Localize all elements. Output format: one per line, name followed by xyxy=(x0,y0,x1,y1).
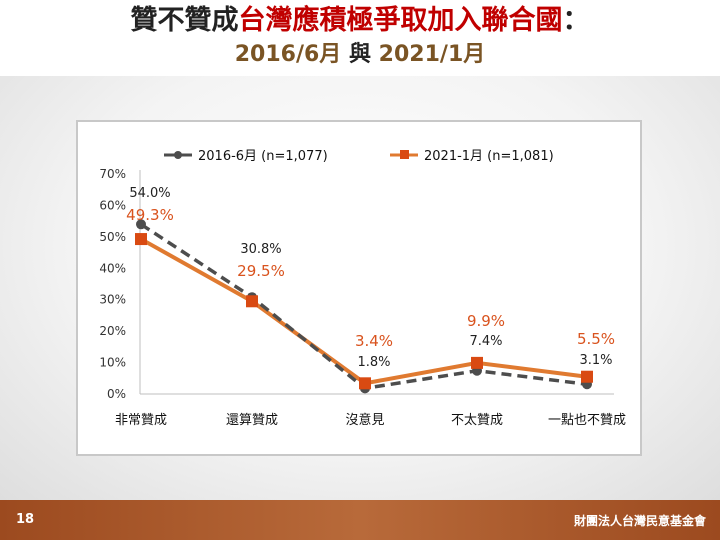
data-label-2021: 5.5% xyxy=(577,330,615,348)
data-label-2021: 3.4% xyxy=(355,332,393,350)
line-chart: 0% 10% 20% 30% 40% 50% 60% 70% 非常贊成 還算贊成 沒意見 不太贊成 一點… xyxy=(99,149,626,428)
y-tick-label: 40% xyxy=(99,261,126,275)
data-point-2021 xyxy=(135,233,147,246)
y-tick-label: 0% xyxy=(107,387,126,401)
y-tick-label: 30% xyxy=(99,293,126,307)
x-category-label: 一點也不贊成 xyxy=(548,413,626,428)
data-point-2021 xyxy=(471,356,483,369)
x-category-label: 非常贊成 xyxy=(115,413,167,428)
organization-name: 財團法人台灣民意基金會 xyxy=(573,514,706,528)
legend-marker-2016 xyxy=(174,151,182,159)
data-point-2021 xyxy=(359,377,371,390)
x-category-label: 沒意見 xyxy=(345,412,384,428)
legend-label-2016: 2016-6月 (n=1,077) xyxy=(198,149,328,164)
title-connector: 與 xyxy=(348,42,371,67)
y-tick-label: 20% xyxy=(99,324,126,338)
x-category-label: 還算贊成 xyxy=(226,413,278,428)
footer-bar: 18 財團法人台灣民意基金會 xyxy=(0,500,720,540)
title-line-1: 贊不贊成台灣應積極爭取加入聯合國： xyxy=(0,4,720,38)
y-tick-label: 70% xyxy=(99,167,126,181)
y-tick-label: 50% xyxy=(99,230,126,244)
title-highlight: 台灣應積極爭取加入聯合國 xyxy=(238,5,563,36)
data-label-2021: 9.9% xyxy=(467,312,505,330)
data-label-2021: 49.3% xyxy=(126,206,174,224)
title-question: 贊不贊成 xyxy=(130,5,239,36)
data-label-2016: 1.8% xyxy=(357,355,390,370)
title-date-2016: 2016/6月 xyxy=(234,42,342,67)
title-colon: ： xyxy=(562,5,590,36)
title-line-2: 2016/6月 與 2021/1月 xyxy=(0,40,720,70)
page-number: 18 xyxy=(16,512,35,527)
data-label-2016: 3.1% xyxy=(579,353,612,368)
legend-label-2021: 2021-1月 (n=1,081) xyxy=(424,149,554,164)
y-tick-label: 60% xyxy=(99,198,126,212)
x-category-label: 不太贊成 xyxy=(451,413,503,428)
data-label-2016: 7.4% xyxy=(469,334,502,349)
data-point-2021 xyxy=(246,295,258,308)
y-tick-label: 10% xyxy=(99,356,126,370)
title-date-2021: 2021/1月 xyxy=(378,42,486,67)
data-point-2016 xyxy=(136,219,146,230)
data-label-2016: 30.8% xyxy=(240,242,281,257)
chart-frame: 0% 10% 20% 30% 40% 50% 60% 70% 非常贊成 還算贊成 沒意見 不太贊成 一點… xyxy=(76,120,642,456)
data-label-2016: 54.0% xyxy=(129,186,170,201)
legend-marker-2021 xyxy=(400,150,409,159)
slide-title: 贊不贊成台灣應積極爭取加入聯合國： 2016/6月 與 2021/1月 xyxy=(0,4,720,70)
data-label-2021: 29.5% xyxy=(237,262,285,280)
data-point-2021 xyxy=(581,370,593,383)
